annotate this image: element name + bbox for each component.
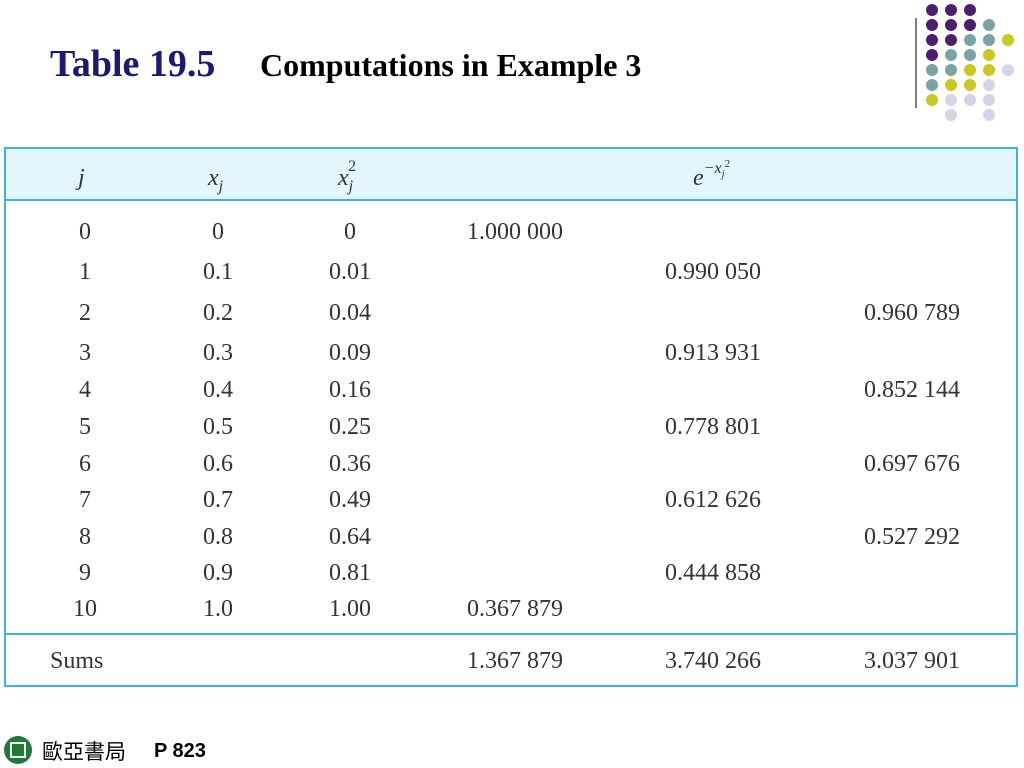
table-cell: 0.8 [203, 524, 233, 550]
table-cell: 6 [79, 451, 91, 477]
table-cell: 1.0 [203, 596, 233, 622]
table-cell: 0.1 [203, 259, 233, 285]
table-cell: 0.01 [329, 259, 371, 285]
page-number: P 823 [154, 740, 206, 762]
table-cell: 0.16 [329, 377, 371, 403]
table-cell: 0.960 789 [864, 300, 960, 326]
header-sup: −x [704, 160, 722, 177]
header-sub: j [347, 178, 354, 195]
column-header: e−xj2 [693, 158, 730, 191]
table-cell: 0 [79, 219, 91, 245]
table-cell: 0.09 [329, 340, 371, 366]
table-cell: 0.367 879 [467, 596, 563, 622]
footer: 歐亞書局 P 823 [4, 736, 206, 764]
sum-cell: 1.367 879 [467, 648, 563, 674]
table-cell: 3 [79, 340, 91, 366]
table-frame [4, 147, 1018, 687]
table-cell: 0.778 801 [665, 414, 761, 440]
header-base: e [693, 165, 704, 191]
table-cell: 0.4 [203, 377, 233, 403]
header-sup-sup: 2 [725, 158, 731, 170]
table-cell: 0.7 [203, 487, 233, 513]
sums-label: Sums [50, 648, 103, 674]
table-cell: 0.3 [203, 340, 233, 366]
decoration-dots [915, 4, 1014, 121]
table-cell: 5 [79, 414, 91, 440]
table-cell: 1.00 [329, 596, 371, 622]
table-cell: 0.527 292 [864, 524, 960, 550]
table-cell: 0.9 [203, 560, 233, 586]
column-header: xj [207, 165, 224, 195]
table-cell: 0.444 858 [665, 560, 761, 586]
sum-cell: 3.037 901 [864, 648, 960, 674]
table-cell: 0.49 [329, 487, 371, 513]
header-base: j [75, 165, 85, 191]
table-cell: 0.2 [203, 300, 233, 326]
header-sup: 2 [348, 158, 356, 175]
table-cell: 0.81 [329, 560, 371, 586]
table-cell: 0.04 [329, 300, 371, 326]
table-cell: 8 [79, 524, 91, 550]
table-cell: 0.6 [203, 451, 233, 477]
header-base: x [207, 165, 219, 191]
table-cell: 4 [79, 377, 91, 403]
table-cell: 1.000 000 [467, 219, 563, 245]
table-cell: 0.913 931 [665, 340, 761, 366]
sum-cell: 3.740 266 [665, 648, 761, 674]
table-cell: 2 [79, 300, 91, 326]
header-sub: j [217, 178, 224, 195]
table-cell: 7 [79, 487, 91, 513]
header-sup-sub: j [720, 168, 725, 180]
table-cell: 0.697 676 [864, 451, 960, 477]
table-cell: 0.990 050 [665, 259, 761, 285]
table-cell: 9 [79, 560, 91, 586]
table-cell: 0.25 [329, 414, 371, 440]
table-cell: 10 [73, 596, 97, 622]
publisher: 歐亞書局 [42, 740, 126, 764]
table-cell: 1 [79, 259, 91, 285]
table-cell: 0 [344, 219, 356, 245]
header-base: x [337, 165, 349, 191]
table-cell: 0 [212, 219, 224, 245]
table-title: Computations in Example 3 [260, 47, 641, 83]
column-header: j [75, 165, 85, 191]
table-cell: 0.64 [329, 524, 371, 550]
table-cell: 0.5 [203, 414, 233, 440]
table-cell: 0.36 [329, 451, 371, 477]
table-cell: 0.852 144 [864, 377, 960, 403]
table-cell: 0.612 626 [665, 487, 761, 513]
table-label: Table 19.5 [50, 43, 215, 85]
column-header: xj 2 [337, 158, 356, 195]
